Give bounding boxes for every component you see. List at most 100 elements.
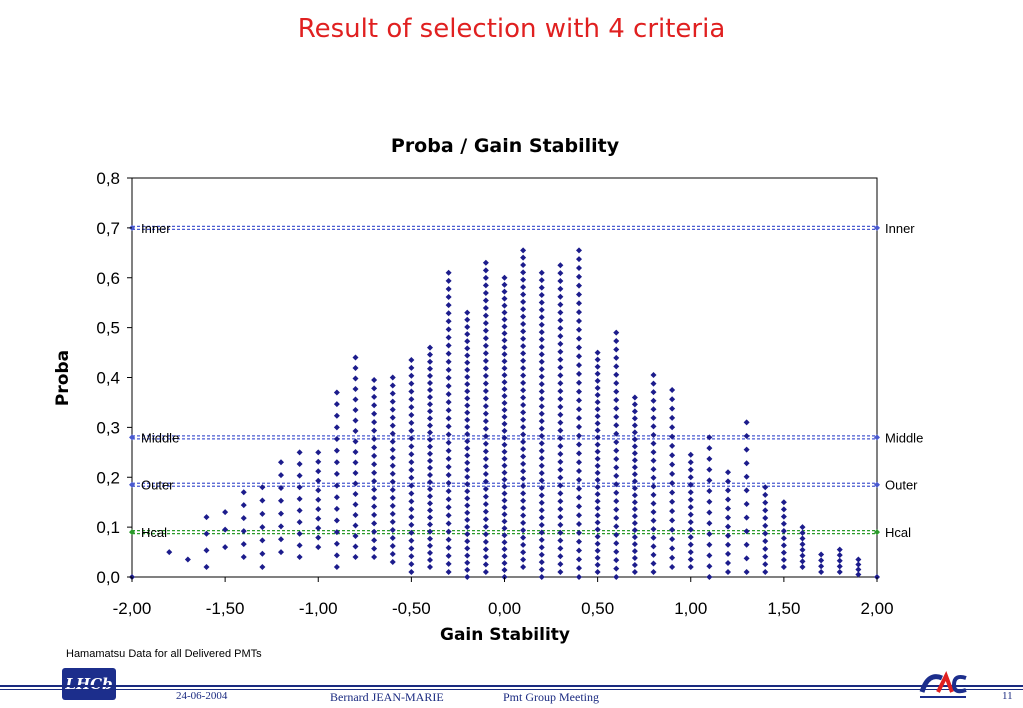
data-point (333, 436, 340, 443)
data-point (520, 313, 527, 320)
data-point (557, 490, 564, 497)
data-point (538, 292, 545, 299)
data-point (594, 476, 601, 483)
data-point (650, 543, 657, 550)
data-point (389, 470, 396, 477)
data-point (259, 484, 266, 491)
data-point (706, 520, 713, 527)
data-point (743, 432, 750, 439)
data-point (631, 562, 638, 569)
data-point (557, 521, 564, 528)
data-point (501, 351, 508, 358)
data-point (278, 536, 284, 543)
data-point (296, 554, 303, 561)
data-point (501, 462, 508, 469)
data-point (576, 494, 582, 501)
data-point (557, 333, 564, 340)
data-point (538, 388, 545, 395)
data-point (538, 462, 545, 469)
data-point (352, 396, 359, 403)
data-point (464, 466, 471, 473)
data-point (371, 545, 378, 552)
data-point (706, 445, 713, 452)
data-point (445, 366, 452, 373)
y-tick-label: 0,2 (96, 468, 120, 487)
reference-label-right-hcal: Hcal (885, 525, 911, 540)
data-point (669, 386, 676, 393)
data-point (464, 438, 471, 445)
data-point (613, 329, 620, 336)
data-point (278, 472, 284, 479)
data-point (594, 356, 601, 363)
data-point (259, 524, 266, 531)
data-point (613, 371, 620, 378)
data-point (650, 526, 657, 533)
data-point (631, 499, 638, 506)
data-point (501, 295, 508, 302)
data-point (464, 323, 471, 330)
data-point (576, 529, 582, 536)
data-point (482, 448, 489, 455)
data-point (650, 380, 657, 387)
data-point (780, 506, 787, 513)
data-point (557, 561, 564, 568)
data-point (576, 503, 582, 510)
data-point (445, 277, 452, 284)
data-point (855, 561, 862, 568)
data-point (352, 375, 359, 382)
data-point (836, 569, 843, 576)
data-point (296, 507, 303, 514)
data-point (799, 564, 806, 571)
data-point (501, 490, 508, 497)
data-point (520, 328, 527, 335)
data-point (650, 474, 657, 481)
data-point (464, 509, 471, 516)
data-point (520, 284, 527, 291)
data-point (333, 540, 340, 547)
data-point (315, 496, 322, 503)
data-point (687, 511, 694, 518)
data-point (520, 438, 527, 445)
data-point (725, 496, 731, 503)
data-source-note: Hamamatsu Data for all Delivered PMTs (66, 648, 262, 660)
data-point (464, 423, 471, 430)
data-point (315, 468, 322, 475)
data-point (669, 442, 676, 449)
data-point (445, 334, 452, 341)
data-point (687, 451, 694, 458)
data-point (389, 534, 396, 541)
data-point (594, 384, 601, 391)
data-point (780, 520, 787, 527)
data-point (594, 377, 601, 384)
data-point (371, 486, 378, 493)
data-point (389, 478, 396, 485)
data-point (520, 475, 527, 482)
data-point (482, 274, 489, 281)
data-point (501, 358, 508, 365)
data-point (836, 552, 843, 559)
data-point (520, 519, 527, 526)
data-point (520, 497, 527, 504)
data-point (594, 462, 601, 469)
data-point (408, 411, 415, 418)
data-point (389, 542, 396, 549)
data-point (352, 554, 359, 561)
data-point (464, 402, 471, 409)
data-point (594, 498, 601, 505)
data-point (427, 365, 433, 372)
data-point (203, 547, 210, 554)
data-point (482, 470, 489, 477)
data-point (427, 443, 433, 450)
data-point (482, 259, 489, 266)
data-point (520, 269, 527, 276)
data-point (538, 574, 545, 580)
data-point (594, 533, 601, 540)
data-point (445, 358, 452, 365)
data-point (464, 395, 471, 402)
data-point (482, 289, 489, 296)
data-point (464, 481, 471, 488)
data-point (706, 455, 713, 462)
data-point (538, 536, 545, 543)
data-point (743, 473, 750, 480)
x-axis-title: Gain Stability (440, 625, 570, 645)
